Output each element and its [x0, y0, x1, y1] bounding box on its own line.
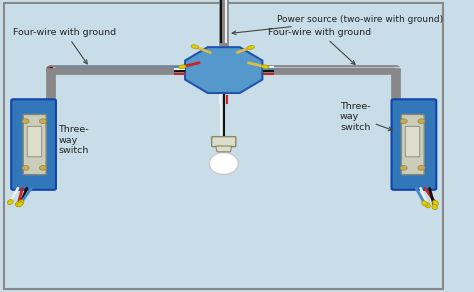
Circle shape — [39, 119, 46, 124]
Circle shape — [22, 119, 29, 124]
Circle shape — [418, 119, 425, 124]
FancyBboxPatch shape — [11, 99, 56, 190]
Ellipse shape — [261, 65, 269, 69]
FancyBboxPatch shape — [401, 114, 424, 175]
FancyBboxPatch shape — [392, 99, 436, 190]
Ellipse shape — [209, 153, 238, 175]
Ellipse shape — [15, 201, 21, 207]
Ellipse shape — [18, 200, 24, 205]
Text: Three-
way
switch: Three- way switch — [340, 102, 392, 132]
Ellipse shape — [432, 204, 438, 210]
FancyBboxPatch shape — [23, 114, 46, 175]
FancyBboxPatch shape — [4, 3, 443, 289]
Text: Three-
way
switch: Three- way switch — [58, 125, 89, 155]
Ellipse shape — [191, 45, 199, 49]
Circle shape — [22, 166, 29, 170]
FancyBboxPatch shape — [212, 137, 236, 147]
FancyBboxPatch shape — [27, 126, 42, 157]
Circle shape — [400, 166, 407, 170]
Ellipse shape — [247, 46, 255, 49]
Circle shape — [400, 119, 407, 124]
Text: Four-wire with ground: Four-wire with ground — [13, 28, 117, 64]
Ellipse shape — [8, 199, 13, 205]
Text: Four-wire with ground: Four-wire with ground — [268, 28, 372, 65]
Ellipse shape — [17, 202, 23, 207]
FancyBboxPatch shape — [405, 126, 419, 157]
Polygon shape — [185, 47, 263, 93]
Ellipse shape — [178, 65, 186, 69]
Ellipse shape — [422, 201, 428, 206]
Ellipse shape — [425, 203, 430, 208]
Circle shape — [39, 166, 46, 170]
Text: Power source (two-wire with ground): Power source (two-wire with ground) — [232, 15, 444, 34]
Polygon shape — [216, 146, 232, 152]
Circle shape — [418, 166, 425, 170]
Ellipse shape — [433, 200, 438, 205]
